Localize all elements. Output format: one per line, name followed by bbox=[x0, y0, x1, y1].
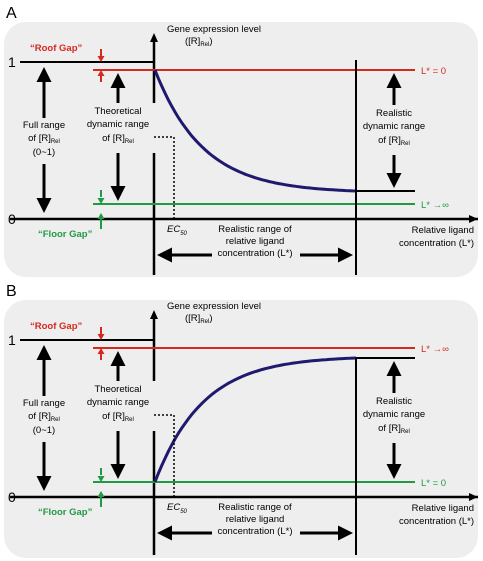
panel-b-tick-1: 1 bbox=[8, 332, 16, 348]
panel-b-x-axis-title-1: Relative ligand bbox=[412, 503, 474, 514]
panel-b-floor-gap-arrowhead-down bbox=[97, 476, 105, 482]
panel-b-theoretical-label-1: Theoretical bbox=[95, 384, 142, 395]
panel-b-letter: B bbox=[6, 283, 17, 300]
panel-b-roof-gap-arrowhead-down bbox=[97, 334, 105, 340]
panel-b-full-range-label-3: (0~1) bbox=[33, 425, 55, 436]
panel-b-bottom-line-label: L* = 0 bbox=[421, 478, 446, 489]
panel-a-theoretical-label-bg bbox=[78, 103, 156, 153]
panel-a-x-axis-title-1: Relative ligand bbox=[412, 225, 474, 236]
panel-a-letter: A bbox=[6, 5, 17, 22]
panel-b-theoretical-label-bg bbox=[78, 381, 156, 431]
panel-b-realistic-dyn-label-1: Realistic bbox=[376, 396, 412, 407]
panel-b-x-range-label-1: Realistic range of bbox=[218, 502, 292, 513]
panel-a-ec50-label: EC50 bbox=[167, 224, 188, 237]
panel-b-realistic-dyn-label-bg bbox=[360, 393, 428, 443]
panel-a-realistic-dyn-label-1: Realistic bbox=[376, 108, 412, 119]
panel-a-theoretical-label-3: of [R]Rel bbox=[102, 133, 134, 145]
panel-a-x-axis-title-2: concentration (L*) bbox=[399, 238, 474, 249]
panel-a-x-range-label-1: Realistic range of bbox=[218, 224, 292, 235]
panel-a-top-line-label: L* = 0 bbox=[421, 66, 446, 77]
panel-a-full-range-label-1: Full range bbox=[23, 120, 65, 131]
panel-b-x-range-label-2: relative ligand bbox=[226, 514, 285, 525]
panel-a-y-axis-unit: ([R]Rel) bbox=[185, 36, 213, 48]
panel-b-x-range-label-3: concentration (L*) bbox=[218, 526, 293, 537]
panel-b-x-axis-title-2: concentration (L*) bbox=[399, 516, 474, 527]
panel-a-response-curve bbox=[153, 69, 357, 193]
panel-b-y-axis-title: Gene expression level bbox=[167, 301, 261, 312]
panel-b-roof-gap-label: “Roof Gap” bbox=[30, 321, 82, 332]
panel-b-ec50-label: EC50 bbox=[167, 502, 188, 515]
panel-a-x-range-label-2: relative ligand bbox=[226, 236, 285, 247]
panel-a-floor-gap-arrowhead-up bbox=[97, 213, 105, 219]
panel-b-full-range-label-2: of [R]Rel bbox=[28, 411, 60, 423]
panel-a-realistic-dyn-label-3: of [R]Rel bbox=[378, 135, 410, 147]
panel-b-response-curve bbox=[153, 356, 357, 483]
panel-b-theoretical-label-2: dynamic range bbox=[87, 397, 149, 408]
panel-b-y-axis-arrowhead bbox=[150, 310, 158, 319]
panel-b-x-axis-arrowhead bbox=[469, 493, 478, 501]
panel-b-top-line-label: L* →∞ bbox=[421, 344, 449, 355]
panel-a-full-range-label-2: of [R]Rel bbox=[28, 133, 60, 145]
panel-b: B Gene expression level ([R]Rel) 1 0 “Ro… bbox=[4, 283, 478, 558]
panel-a-full-range-label-bg bbox=[18, 118, 72, 164]
panel-a-y-axis-arrowhead bbox=[150, 33, 158, 42]
panel-b-roof-gap-arrowhead-up bbox=[97, 348, 105, 354]
panel-b-floor-gap-label: “Floor Gap” bbox=[38, 507, 93, 518]
panel-a-roof-gap-arrowhead-up bbox=[97, 70, 105, 76]
panel-b-full-range-label-bg bbox=[18, 396, 72, 442]
panel-a-x-range-label-3: concentration (L*) bbox=[218, 248, 293, 259]
panel-a-roof-gap-label: “Roof Gap” bbox=[30, 43, 82, 54]
panel-b-y-axis-unit: ([R]Rel) bbox=[185, 313, 213, 325]
panel-a-tick-0: 0 bbox=[8, 211, 16, 227]
panel-a-floor-gap-label: “Floor Gap” bbox=[38, 229, 93, 240]
panel-a-y-axis-title: Gene expression level bbox=[167, 24, 261, 35]
panel-a-realistic-dyn-label-2: dynamic range bbox=[363, 121, 425, 132]
panel-a-realistic-dyn-label-bg bbox=[360, 105, 428, 155]
panel-a-bottom-line-label: L* →∞ bbox=[421, 200, 449, 211]
panel-a: A Gene expression level ([R]Rel) 1 0 “Ro… bbox=[4, 5, 478, 277]
panel-a-full-range-label-3: (0~1) bbox=[33, 147, 55, 158]
panel-a-theoretical-label-2: dynamic range bbox=[87, 119, 149, 130]
panel-a-x-axis-arrowhead bbox=[469, 215, 478, 223]
panel-b-tick-0: 0 bbox=[8, 489, 16, 505]
panel-b-floor-gap-arrowhead-up bbox=[97, 491, 105, 497]
panel-a-roof-gap-arrowhead-down bbox=[97, 56, 105, 62]
panel-b-theoretical-label-3: of [R]Rel bbox=[102, 411, 134, 423]
panel-a-floor-gap-arrowhead-down bbox=[97, 198, 105, 204]
panel-b-realistic-dyn-label-3: of [R]Rel bbox=[378, 423, 410, 435]
panel-a-theoretical-label-1: Theoretical bbox=[95, 106, 142, 117]
panel-a-tick-1: 1 bbox=[8, 54, 16, 70]
panel-b-realistic-dyn-label-2: dynamic range bbox=[363, 409, 425, 420]
panel-b-full-range-label-1: Full range bbox=[23, 398, 65, 409]
